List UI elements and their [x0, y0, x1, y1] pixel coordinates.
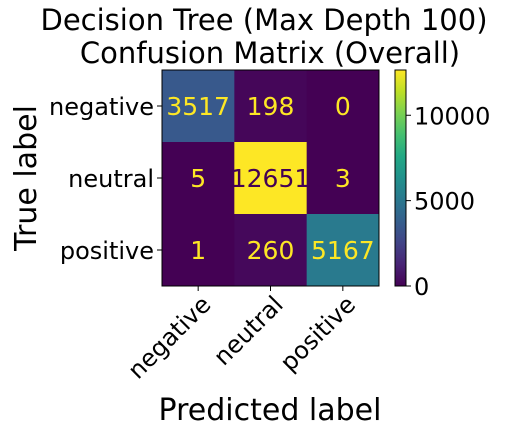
chart-title-line-2: Confusion Matrix (Overall) — [80, 36, 460, 70]
matrix-cells — [162, 70, 380, 287]
matrix-cell-labels: 3517 198 0 5 12651 3 1 260 5167 — [166, 92, 374, 265]
cell-negative-negative — [162, 70, 235, 143]
cell-value-negative-negative: 3517 — [166, 92, 230, 121]
cell-value-positive-neutral: 260 — [247, 236, 295, 265]
y-axis-label: True label — [9, 105, 44, 252]
cell-value-negative-positive: 0 — [335, 92, 351, 121]
cell-neutral-negative — [162, 142, 235, 215]
cell-value-positive-negative: 1 — [190, 236, 206, 265]
colorbar-tick-label: 0 — [414, 273, 429, 301]
colorbar-ticks: 0 5000 10000 — [406, 102, 490, 301]
cell-value-negative-neutral: 198 — [247, 92, 295, 121]
cell-negative-positive — [306, 70, 380, 143]
chart-title-line-1: Decision Tree (Max Depth 100) — [40, 3, 487, 37]
x-axis-label: Predicted label — [159, 393, 382, 428]
cell-value-positive-positive: 5167 — [311, 236, 375, 265]
cell-positive-negative — [162, 214, 235, 287]
colorbar-tick-label: 10000 — [414, 102, 490, 130]
colorbar — [394, 69, 407, 287]
y-axis-ticks: negative neutral positive — [49, 93, 162, 265]
colorbar-tick-label: 5000 — [414, 188, 475, 216]
cell-value-neutral-negative: 5 — [190, 164, 206, 193]
cell-positive-neutral — [234, 214, 308, 287]
y-tick-label: neutral — [68, 165, 154, 193]
cell-neutral-neutral — [234, 142, 308, 215]
cell-positive-positive — [306, 214, 380, 287]
y-tick-label: negative — [49, 93, 154, 121]
cell-neutral-positive — [306, 142, 380, 215]
x-tick-label: positive — [275, 290, 361, 376]
y-tick-label: positive — [60, 237, 154, 265]
cell-value-neutral-positive: 3 — [335, 164, 351, 193]
cell-value-neutral-neutral: 12651 — [231, 164, 311, 193]
cell-negative-neutral — [234, 70, 308, 143]
x-tick-label: negative — [122, 290, 216, 384]
